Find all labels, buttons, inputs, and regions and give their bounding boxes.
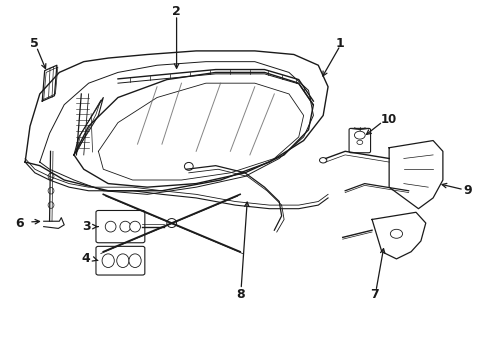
Ellipse shape: [167, 219, 176, 228]
Ellipse shape: [319, 158, 327, 163]
FancyBboxPatch shape: [96, 246, 145, 275]
Ellipse shape: [102, 254, 114, 267]
Ellipse shape: [391, 229, 403, 238]
Text: 8: 8: [236, 288, 245, 301]
Ellipse shape: [48, 173, 54, 180]
Text: 7: 7: [370, 288, 379, 301]
Text: 10: 10: [381, 113, 397, 126]
Text: 9: 9: [463, 184, 472, 197]
Ellipse shape: [354, 131, 365, 139]
Ellipse shape: [357, 140, 363, 144]
Text: 4: 4: [82, 252, 91, 265]
Ellipse shape: [48, 202, 54, 208]
Ellipse shape: [129, 254, 141, 267]
Text: 5: 5: [29, 37, 38, 50]
Ellipse shape: [184, 162, 193, 170]
FancyBboxPatch shape: [349, 129, 370, 153]
Ellipse shape: [105, 221, 116, 232]
Text: 2: 2: [172, 5, 181, 18]
Text: 1: 1: [336, 37, 344, 50]
Ellipse shape: [130, 221, 141, 232]
Ellipse shape: [120, 221, 131, 232]
FancyBboxPatch shape: [96, 211, 145, 243]
Text: 3: 3: [82, 220, 91, 233]
Ellipse shape: [117, 254, 129, 267]
Ellipse shape: [48, 188, 54, 194]
Text: 6: 6: [15, 216, 24, 230]
